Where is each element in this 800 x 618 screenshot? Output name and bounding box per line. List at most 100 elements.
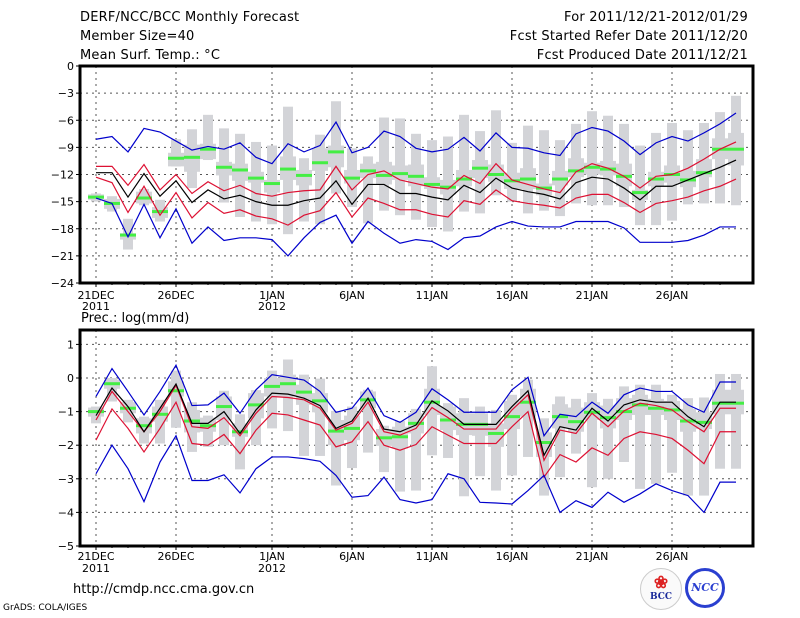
x-tick-year-label: 2011 <box>82 300 110 313</box>
series-line-mean <box>95 382 736 457</box>
box-iqr <box>328 145 344 168</box>
y-tick-label: −2 <box>58 439 74 452</box>
box-median <box>584 410 600 414</box>
box-whisker <box>248 390 264 446</box>
box-whisker <box>376 425 392 473</box>
forecast-started-date: Fcst Started Refer Date 2011/12/20 <box>509 29 748 44</box>
box-median <box>504 179 520 183</box>
box-whisker <box>264 145 280 225</box>
box-whisker <box>376 117 392 211</box>
series-line-lower <box>95 400 736 479</box>
box-whisker <box>584 111 600 206</box>
box-range <box>331 410 341 486</box>
box-whisker <box>104 378 120 402</box>
x-tick-label: 11JAN <box>416 289 449 302</box>
box-range <box>619 386 629 462</box>
y-tick-label: 0 <box>67 60 74 73</box>
bcc-swirl-icon: ❀ <box>653 573 669 593</box>
box-range <box>587 111 597 206</box>
box-median <box>536 441 552 445</box>
ncc-logo: NCC <box>685 568 725 608</box>
box-median <box>328 429 344 433</box>
ncc-logo-text: NCC <box>691 581 719 594</box>
box-median <box>216 165 232 169</box>
bcc-logo-text: BCC <box>649 592 673 602</box>
box-range <box>603 115 613 206</box>
y-tick-label: 1 <box>67 338 74 351</box>
box-whisker <box>360 156 376 224</box>
box-range <box>379 425 389 473</box>
grads-credit: GrADS: COLA/IGES <box>3 603 88 613</box>
x-tick-label: 21DEC <box>77 550 114 563</box>
box-range <box>475 406 485 477</box>
box-range <box>539 130 549 211</box>
box-whisker <box>424 140 440 227</box>
box-median <box>168 156 184 160</box>
series-line-lower <box>95 176 737 226</box>
y-tick-label: −4 <box>58 506 74 519</box>
box-iqr <box>264 179 280 193</box>
y-tick-label: −24 <box>51 277 74 290</box>
box-median <box>344 426 360 430</box>
box-iqr <box>312 148 328 171</box>
box-whisker <box>344 148 360 208</box>
box-median <box>552 415 568 419</box>
box-iqr <box>296 169 312 186</box>
box-whisker <box>312 134 328 225</box>
box-median <box>184 419 200 423</box>
box-range <box>491 110 501 196</box>
box-iqr <box>376 161 392 185</box>
header-left: DERF/NCC/BCC Monthly Forecast Member Siz… <box>80 9 299 66</box>
box-median <box>120 406 136 410</box>
box-whisker <box>264 370 280 429</box>
box-whisker <box>248 141 264 222</box>
box-median <box>488 431 504 435</box>
box-median <box>520 177 536 181</box>
series-line-max <box>95 363 736 438</box>
box-median <box>136 424 152 428</box>
chart-title: DERF/NCC/BCC Monthly Forecast <box>80 10 300 25</box>
box-range <box>411 408 421 491</box>
box-median <box>136 196 152 200</box>
y-tick-label: −21 <box>51 250 74 263</box>
box-median <box>344 176 360 180</box>
box-median <box>232 168 248 172</box>
y-tick-label: −3 <box>58 473 74 486</box>
box-median <box>520 400 536 404</box>
box-iqr <box>632 189 648 200</box>
box-whisker <box>504 394 520 476</box>
source-url[interactable]: http://cmdp.ncc.cma.gov.cn <box>73 582 255 597</box>
box-median <box>408 421 424 425</box>
x-tick-label: 21JAN <box>576 289 609 302</box>
box-iqr <box>568 158 584 178</box>
box-iqr <box>232 163 248 181</box>
box-median <box>280 382 296 386</box>
box-median <box>600 416 616 420</box>
box-median <box>600 167 616 171</box>
box-median <box>392 172 408 176</box>
box-range <box>299 158 309 222</box>
box-median <box>392 435 408 439</box>
box-whisker <box>552 140 568 217</box>
box-whisker <box>696 122 712 204</box>
box-median <box>584 165 600 169</box>
x-tick-year-label: 2011 <box>82 562 110 575</box>
box-range <box>363 156 373 224</box>
box-median <box>88 195 104 199</box>
box-iqr <box>296 384 312 405</box>
box-median <box>536 186 552 190</box>
box-median <box>248 176 264 180</box>
box-whisker <box>472 131 488 214</box>
y-tick-label: −5 <box>58 540 74 553</box>
box-iqr <box>312 393 328 413</box>
box-range <box>459 398 469 497</box>
box-median <box>312 161 328 165</box>
x-tick-label: 26JAN <box>656 289 689 302</box>
x-tick-label: 26DEC <box>157 550 194 563</box>
box-whisker <box>344 406 360 469</box>
box-range <box>203 114 213 161</box>
box-median <box>696 420 712 424</box>
box-median <box>648 177 664 181</box>
box-whisker <box>232 133 248 217</box>
